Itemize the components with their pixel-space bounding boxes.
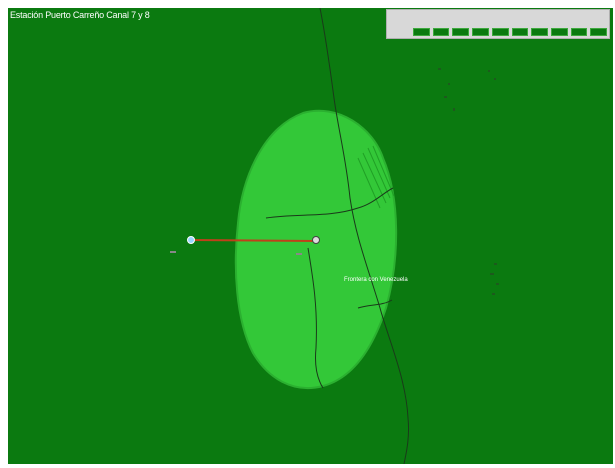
coverage-area [234,109,398,390]
site-label-remote [170,251,176,253]
terrain-points [438,68,499,295]
site-label-station [296,253,302,255]
legend-swatch [511,28,529,36]
legend-swatch [550,28,568,36]
map-title: Estación Puerto Carreño Canal 7 y 8 [10,10,150,20]
legend-swatches [413,28,608,36]
legend-swatch [570,28,588,36]
legend-swatch [432,28,450,36]
legend-swatch [491,28,509,36]
legend-swatch [472,28,489,36]
zone-label: Frontera con Venezuela [344,277,408,283]
legend-swatch [531,28,548,36]
site-marker-station[interactable] [312,236,320,244]
legend-swatch [590,28,608,36]
legend [386,9,610,39]
map-view[interactable]: Estación Puerto Carreño Canal 7 y 8 [8,8,613,464]
legend-swatch [413,28,430,36]
legend-swatch [452,28,470,36]
link-line [190,239,317,242]
map-canvas[interactable] [8,8,613,464]
site-marker-remote[interactable] [187,236,195,244]
river-lines [265,8,409,464]
